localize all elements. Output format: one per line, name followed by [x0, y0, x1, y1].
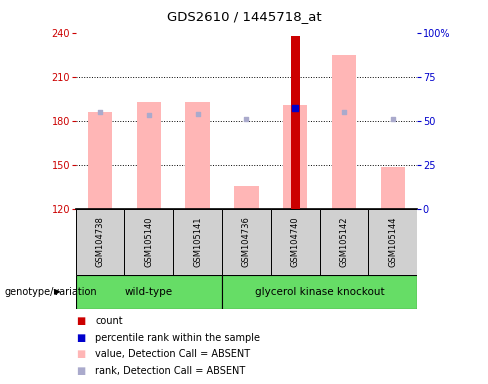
Text: value, Detection Call = ABSENT: value, Detection Call = ABSENT — [95, 349, 250, 359]
Point — [389, 116, 397, 122]
Text: ■: ■ — [76, 366, 85, 376]
Bar — [291, 36, 300, 209]
Bar — [222, 209, 271, 275]
Bar — [368, 209, 417, 275]
Text: GSM104740: GSM104740 — [291, 217, 300, 267]
Point — [145, 112, 153, 118]
Text: GSM105140: GSM105140 — [144, 217, 153, 267]
Text: genotype/variation: genotype/variation — [5, 287, 98, 297]
Bar — [185, 102, 210, 209]
Text: GSM105144: GSM105144 — [388, 217, 397, 267]
Text: percentile rank within the sample: percentile rank within the sample — [95, 333, 260, 343]
Bar — [381, 167, 405, 209]
Bar — [222, 275, 417, 309]
Point — [340, 109, 348, 115]
Bar — [124, 209, 173, 275]
Point — [243, 116, 250, 122]
Text: ■: ■ — [76, 333, 85, 343]
Text: GSM104736: GSM104736 — [242, 217, 251, 267]
Text: count: count — [95, 316, 123, 326]
Point — [291, 104, 299, 111]
Bar — [271, 209, 320, 275]
Text: GSM105141: GSM105141 — [193, 217, 202, 267]
Text: rank, Detection Call = ABSENT: rank, Detection Call = ABSENT — [95, 366, 245, 376]
Text: GDS2610 / 1445718_at: GDS2610 / 1445718_at — [167, 10, 321, 23]
Bar — [76, 209, 124, 275]
Bar — [332, 55, 356, 209]
Point — [96, 109, 104, 115]
Bar — [88, 112, 112, 209]
Bar — [320, 209, 368, 275]
Text: ■: ■ — [76, 316, 85, 326]
Bar — [76, 275, 222, 309]
Bar — [283, 105, 307, 209]
Text: GSM104738: GSM104738 — [96, 217, 104, 267]
Text: GSM105142: GSM105142 — [340, 217, 348, 267]
Text: glycerol kinase knockout: glycerol kinase knockout — [255, 287, 385, 297]
Text: ■: ■ — [76, 349, 85, 359]
Bar — [234, 186, 259, 209]
Text: wild-type: wild-type — [125, 287, 173, 297]
Bar — [173, 209, 222, 275]
Bar — [137, 102, 161, 209]
Point — [194, 111, 202, 117]
